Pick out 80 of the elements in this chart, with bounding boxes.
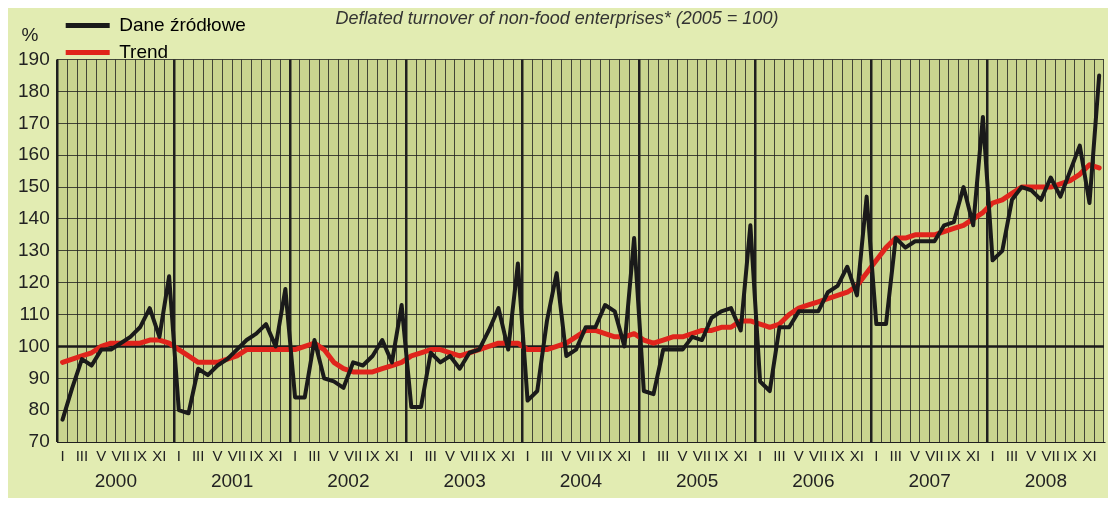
x-tick-label: I [874, 447, 879, 465]
x-tick-label: XI [733, 447, 748, 465]
x-tick-label: VII [576, 447, 595, 465]
text: 2008 [1024, 469, 1068, 491]
x-tick-label: V [1026, 447, 1037, 465]
x-tick-label: IX [946, 447, 961, 465]
x-tick-label: XI [152, 447, 167, 465]
x-tick-label: XI [384, 447, 400, 465]
y-tick-label: 180 [18, 79, 50, 101]
x-tick-label: IX [481, 447, 496, 465]
y-tick-label: 80 [28, 398, 50, 420]
x-tick-label: XI [966, 447, 981, 465]
x-tick-label: III [540, 447, 554, 465]
x-tick-label: V [677, 447, 688, 465]
y-axis-title: % [21, 24, 39, 46]
y-tick-label: 130 [18, 239, 50, 261]
x-tick-label: I [641, 447, 646, 465]
x-tick-label: III [191, 447, 205, 465]
x-tick-label: III [656, 447, 670, 465]
chart-title: Deflated turnover of non-food enterprises* (2005 = 100) [335, 7, 779, 28]
x-tick-label: V [96, 447, 107, 465]
y-tick-label: 70 [28, 430, 50, 452]
x-tick-label: V [793, 447, 804, 465]
x-tick-label: VII [925, 447, 944, 465]
x-tick-label: III [773, 447, 786, 465]
x-tick-label: IX [249, 447, 264, 465]
x-tick-label: I [60, 447, 65, 465]
x-tick-label: V [212, 447, 223, 465]
y-tick-label: 100 [18, 334, 50, 356]
x-tick-label: III [424, 447, 437, 465]
x-tick-label: I [990, 447, 995, 465]
x-tick-label: V [910, 447, 921, 465]
x-tick-label: III [1005, 447, 1019, 465]
x-tick-label: XI [849, 447, 865, 465]
x-tick-label: I [525, 447, 530, 465]
x-tick-label: VII [692, 447, 712, 465]
x-tick-label: VII [1041, 447, 1060, 465]
text: 2007 [908, 469, 951, 491]
legend-label: Trend [119, 40, 169, 62]
x-tick-label: IX [830, 447, 845, 465]
x-tick-label: VII [460, 447, 479, 465]
text: 2005 [675, 469, 719, 491]
x-tick-label: IX [1063, 447, 1078, 465]
x-tick-label: I [757, 447, 763, 465]
x-tick-label: XI [617, 447, 632, 465]
x-tick-label: I [409, 447, 414, 465]
x-tick-label: VII [344, 447, 363, 465]
x-tick-label: III [75, 447, 89, 465]
x-tick-label: IX [714, 447, 729, 465]
x-tick-label: I [176, 447, 181, 465]
x-tick-label: V [561, 447, 572, 465]
x-tick-label: XI [268, 447, 283, 465]
x-tick-label: XI [1082, 447, 1097, 465]
text: 2006 [792, 469, 835, 491]
x-tick-label: III [889, 447, 902, 465]
text: 2000 [94, 469, 137, 491]
x-tick-label: VII [227, 447, 247, 465]
x-tick-label: XI [501, 447, 516, 465]
y-tick-label: 190 [18, 47, 50, 69]
x-tick-label: IX [365, 447, 380, 465]
y-tick-label: 120 [18, 270, 50, 292]
y-tick-label: 140 [18, 207, 50, 229]
x-tick-label: IX [132, 447, 148, 465]
y-tick-label: 110 [19, 302, 50, 324]
x-tick-label: VII [111, 447, 130, 465]
x-tick-label: V [328, 447, 339, 465]
x-tick-label: VII [809, 447, 828, 465]
y-tick-label: 160 [18, 143, 50, 165]
x-tick-label: V [445, 447, 456, 465]
legend-label: Dane źródłowe [119, 13, 246, 35]
y-tick-label: 150 [18, 175, 50, 197]
text: 2004 [559, 469, 603, 491]
x-tick-label: III [308, 447, 321, 465]
y-tick-label: 90 [28, 366, 50, 388]
text: 2003 [443, 469, 486, 491]
x-tick-label: IX [597, 447, 613, 465]
y-tick-label: 170 [18, 111, 50, 133]
x-tick-label: I [292, 447, 298, 465]
text: 2002 [327, 469, 370, 491]
text: 2001 [210, 469, 254, 491]
